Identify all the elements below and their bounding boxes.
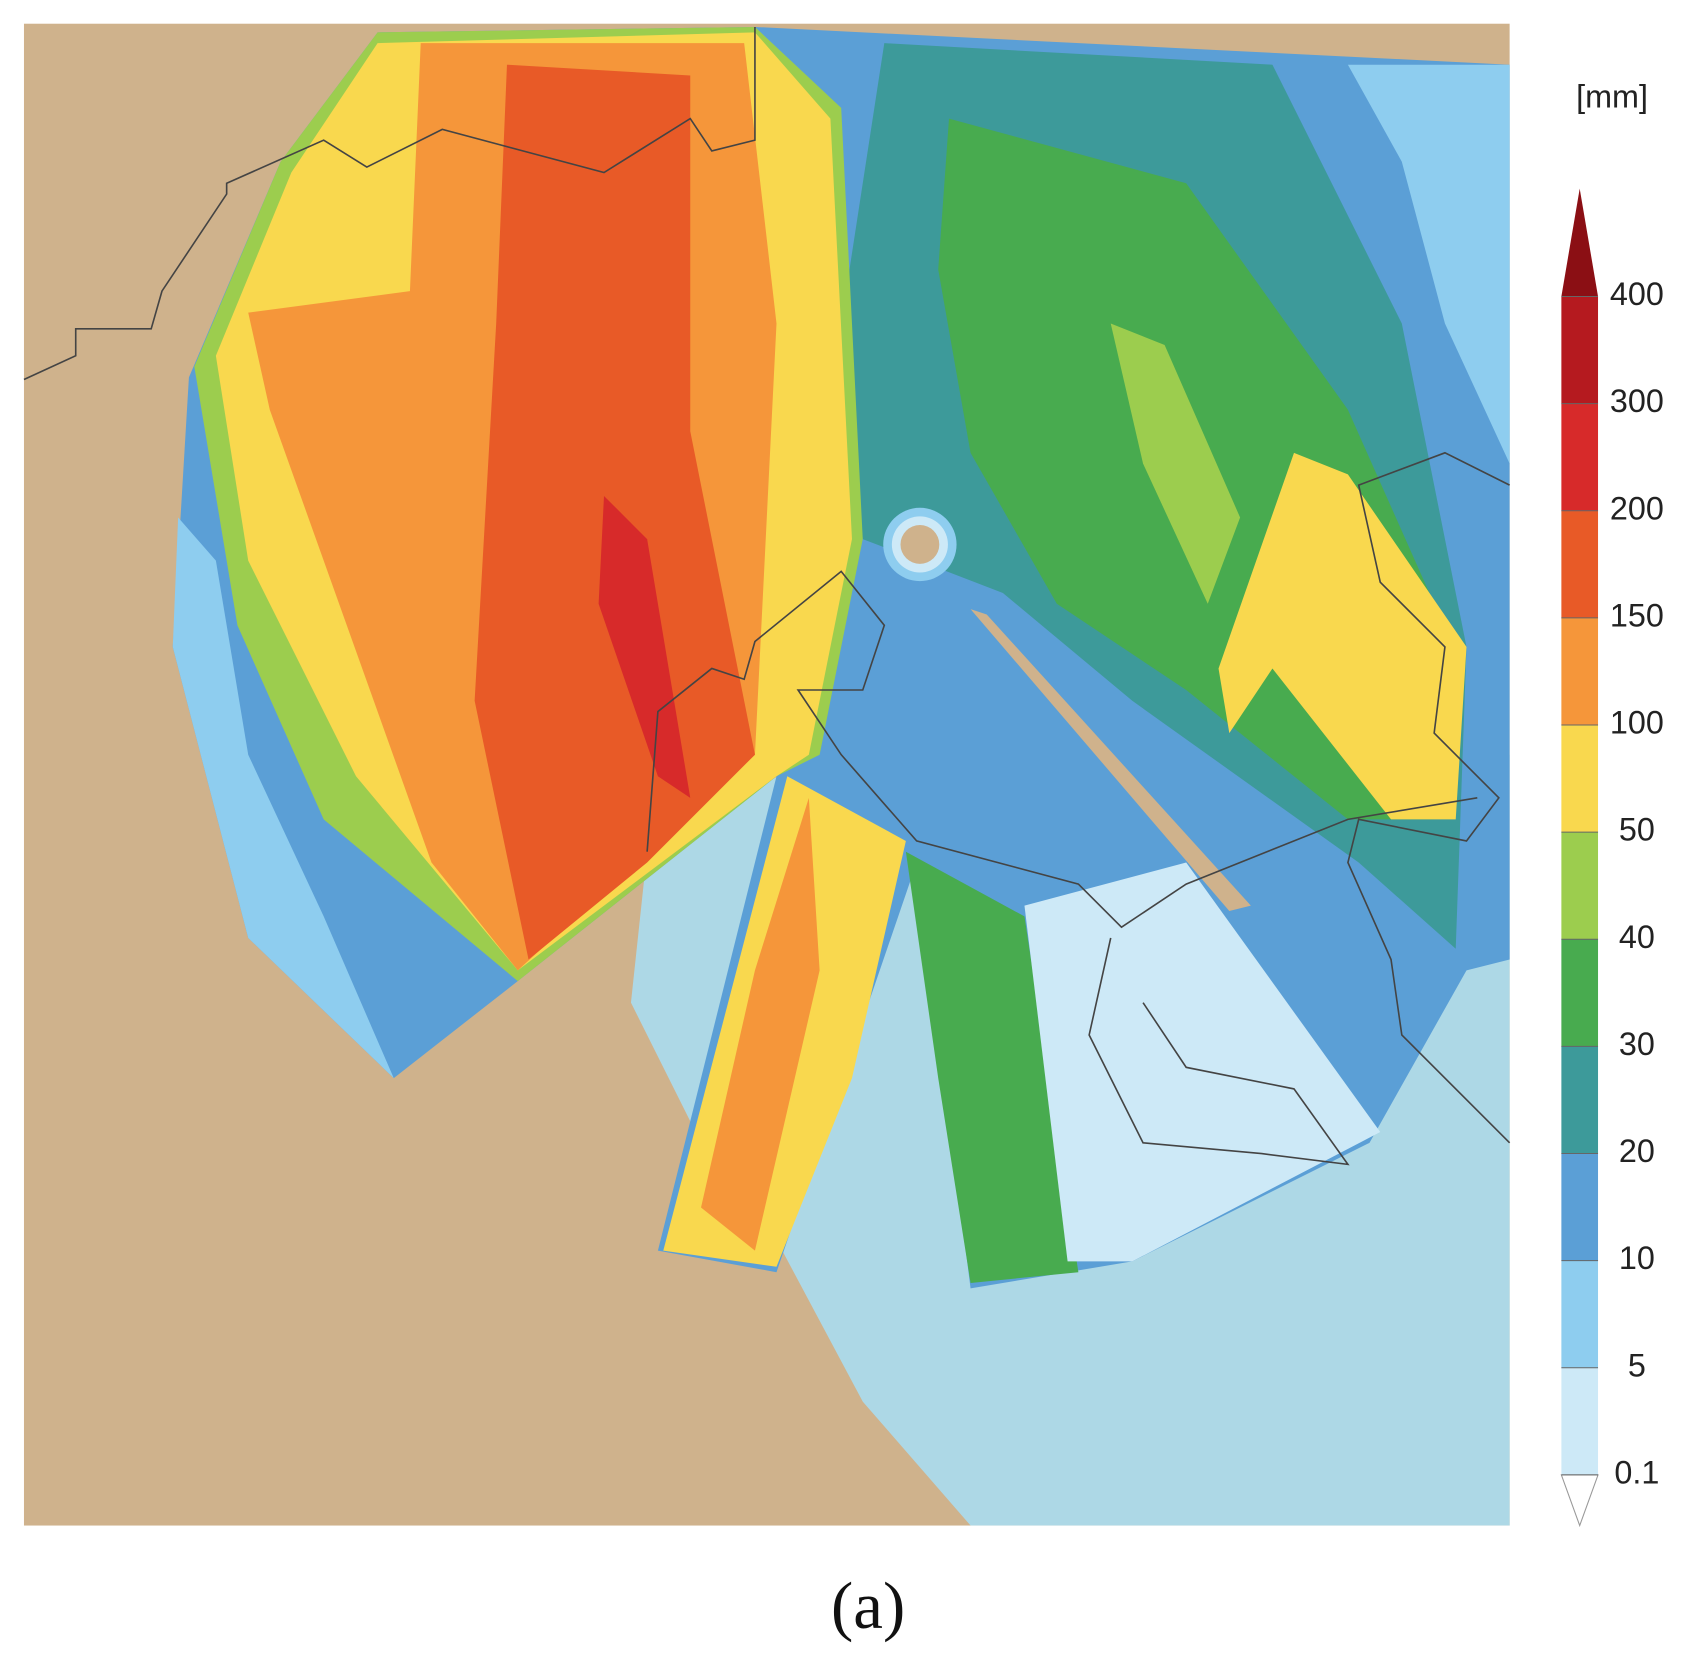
colorbar-label: 30 <box>1619 1026 1655 1062</box>
colorbar-label: 10 <box>1619 1240 1655 1276</box>
caption: (a) <box>831 1569 905 1643</box>
colorbar-label: 20 <box>1619 1133 1655 1169</box>
colorbar-label: 150 <box>1610 597 1664 633</box>
colorbar-band <box>1561 617 1599 725</box>
rain-30 <box>905 851 1079 1283</box>
rain-5 <box>172 517 394 1079</box>
colorbar-band <box>1561 403 1599 511</box>
colorbar-label: 100 <box>1610 705 1664 741</box>
colorbar-unit: [mm] <box>1576 79 1648 115</box>
land-strip <box>970 609 1251 912</box>
rain-40 <box>1110 323 1241 604</box>
colorbar-label: 50 <box>1619 812 1655 848</box>
colorbar-band <box>1561 1367 1599 1475</box>
colorbar-label: 40 <box>1619 919 1655 955</box>
rain-01 <box>1024 862 1381 1262</box>
rain-5 <box>1347 64 1510 464</box>
colorbar-band <box>1561 510 1599 618</box>
colorbar-label: 300 <box>1610 383 1664 419</box>
colorbar: [mm] 0.1 5 10 20 30 40 50 100 150 200 300 400 <box>1560 79 1664 1528</box>
rain-100 <box>701 797 820 1251</box>
colorbar-band <box>1561 939 1599 1047</box>
colorbar-label: 200 <box>1610 490 1664 526</box>
colorbar-band <box>1561 1046 1599 1154</box>
colorbar-label: 0.1 <box>1614 1454 1659 1490</box>
colorbar-label: 5 <box>1628 1347 1646 1383</box>
colorbar-band <box>1561 1153 1599 1261</box>
colorbar-band <box>1561 724 1599 833</box>
radar-site <box>900 525 940 564</box>
colorbar-over <box>1561 188 1599 297</box>
colorbar-label: 400 <box>1610 276 1664 312</box>
map <box>23 23 1511 1526</box>
borders <box>23 26 1511 1166</box>
colorbar-band <box>1561 832 1599 940</box>
rain-200 <box>598 495 691 798</box>
rain-50 <box>1218 452 1467 820</box>
colorbar-band <box>1561 1260 1599 1368</box>
colorbar-band <box>1561 296 1599 404</box>
colorbar-under <box>1560 1474 1599 1528</box>
